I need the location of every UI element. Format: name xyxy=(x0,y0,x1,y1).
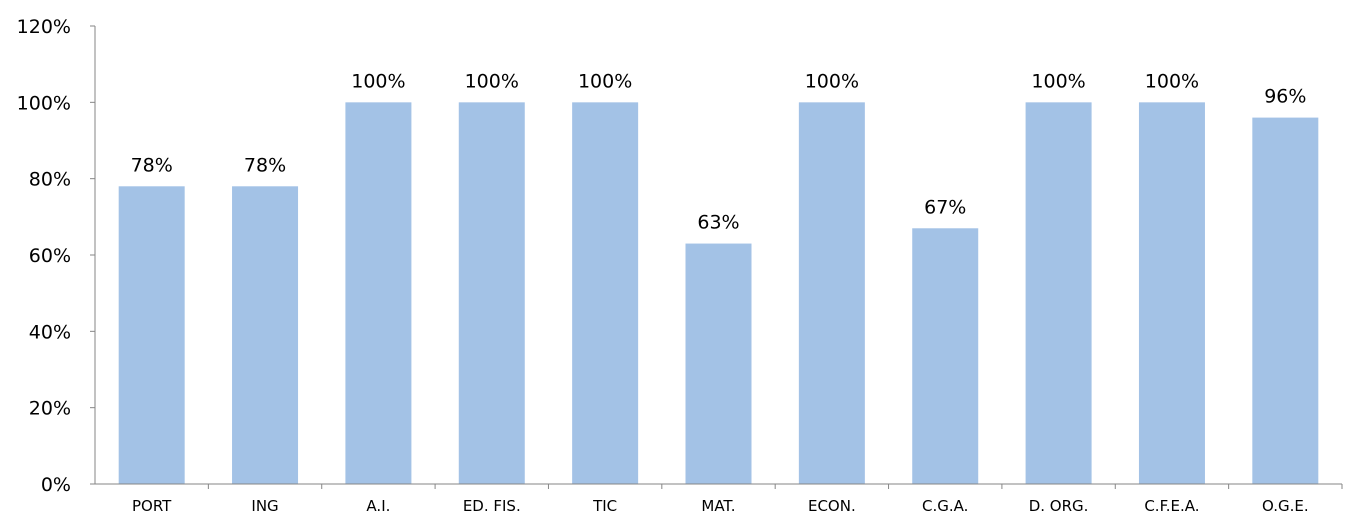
data-label: 100% xyxy=(578,70,632,92)
x-tick-label: O.G.E. xyxy=(1262,497,1309,515)
y-tick-label: 40% xyxy=(29,321,71,343)
x-tick-label: ING xyxy=(251,497,278,515)
x-tick-label: D. ORG. xyxy=(1029,497,1089,515)
bar xyxy=(458,102,525,484)
x-tick-label: TIC xyxy=(592,497,617,515)
bar xyxy=(1138,102,1205,484)
x-tick-label: ECON. xyxy=(808,497,856,515)
data-label: 63% xyxy=(697,212,739,234)
data-label: 100% xyxy=(805,70,859,92)
data-label: 100% xyxy=(351,70,405,92)
y-tick-label: 0% xyxy=(41,474,71,496)
x-tick-label: PORT xyxy=(132,497,172,515)
bar xyxy=(232,186,299,485)
bar xyxy=(1025,102,1092,484)
x-tick-label: A.I. xyxy=(366,497,390,515)
bar xyxy=(685,243,752,484)
bar xyxy=(345,102,412,484)
x-tick-label: C.G.A. xyxy=(922,497,968,515)
y-tick-label: 100% xyxy=(17,92,71,114)
bar xyxy=(118,186,185,485)
data-label: 78% xyxy=(244,154,286,176)
data-label: 100% xyxy=(1145,70,1199,92)
data-label: 100% xyxy=(465,70,519,92)
data-label: 96% xyxy=(1264,86,1306,108)
data-label: 67% xyxy=(924,196,966,218)
bar xyxy=(798,102,865,484)
bar xyxy=(572,102,639,484)
data-label: 78% xyxy=(131,154,173,176)
bars xyxy=(118,102,1319,485)
bar xyxy=(912,228,979,484)
y-axis: 0% 20% 40% 60% 80% 100% 120% xyxy=(17,16,96,496)
x-axis: PORT ING A.I. ED. FIS. TIC MAT. ECON. C.G.A. D. … xyxy=(95,483,1343,515)
y-tick-label: 120% xyxy=(17,16,71,38)
y-tick-label: 60% xyxy=(29,245,71,267)
x-tick-label: MAT. xyxy=(701,497,735,515)
bar xyxy=(1252,117,1319,484)
y-tick-label: 80% xyxy=(29,169,71,191)
x-tick-label: C.F.E.A. xyxy=(1144,497,1199,515)
y-tick-label: 20% xyxy=(29,398,71,420)
data-labels: 78% 78% 100% 100% 100% 63% 100% 67% 100% 100% 96% xyxy=(131,70,1307,233)
data-label: 100% xyxy=(1031,70,1085,92)
x-tick-label: ED. FIS. xyxy=(463,497,521,515)
